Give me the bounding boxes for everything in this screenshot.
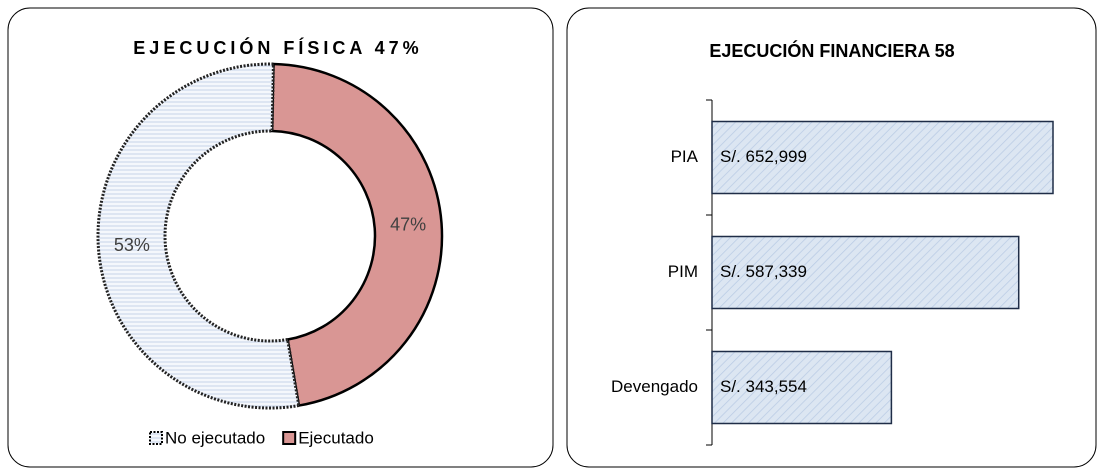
category-label: PIM: [668, 262, 698, 281]
data-label: S/. 652,999: [720, 147, 807, 166]
bar: [711, 235, 1020, 310]
bar: [711, 350, 893, 425]
category-label: PIA: [671, 147, 699, 166]
legend-swatch: [149, 431, 163, 445]
legend-label: Ejecutado: [298, 428, 374, 447]
chart-title: EJECUCIÓN FINANCIERA 58: [709, 40, 954, 61]
category-label: Devengado: [611, 377, 698, 396]
bar: [711, 120, 1054, 195]
legend-label: No ejecutado: [165, 428, 265, 447]
data-label: S/. 587,339: [720, 262, 807, 281]
donut-segment: [96, 62, 301, 410]
data-label: 53%: [114, 235, 150, 255]
legend-swatch: [282, 431, 297, 445]
data-label: S/. 343,554: [720, 377, 807, 396]
data-label: 47%: [390, 214, 426, 234]
chart-title: EJECUCIÓN FÍSICA 47%: [133, 37, 422, 58]
donut-segment: [270, 62, 444, 408]
